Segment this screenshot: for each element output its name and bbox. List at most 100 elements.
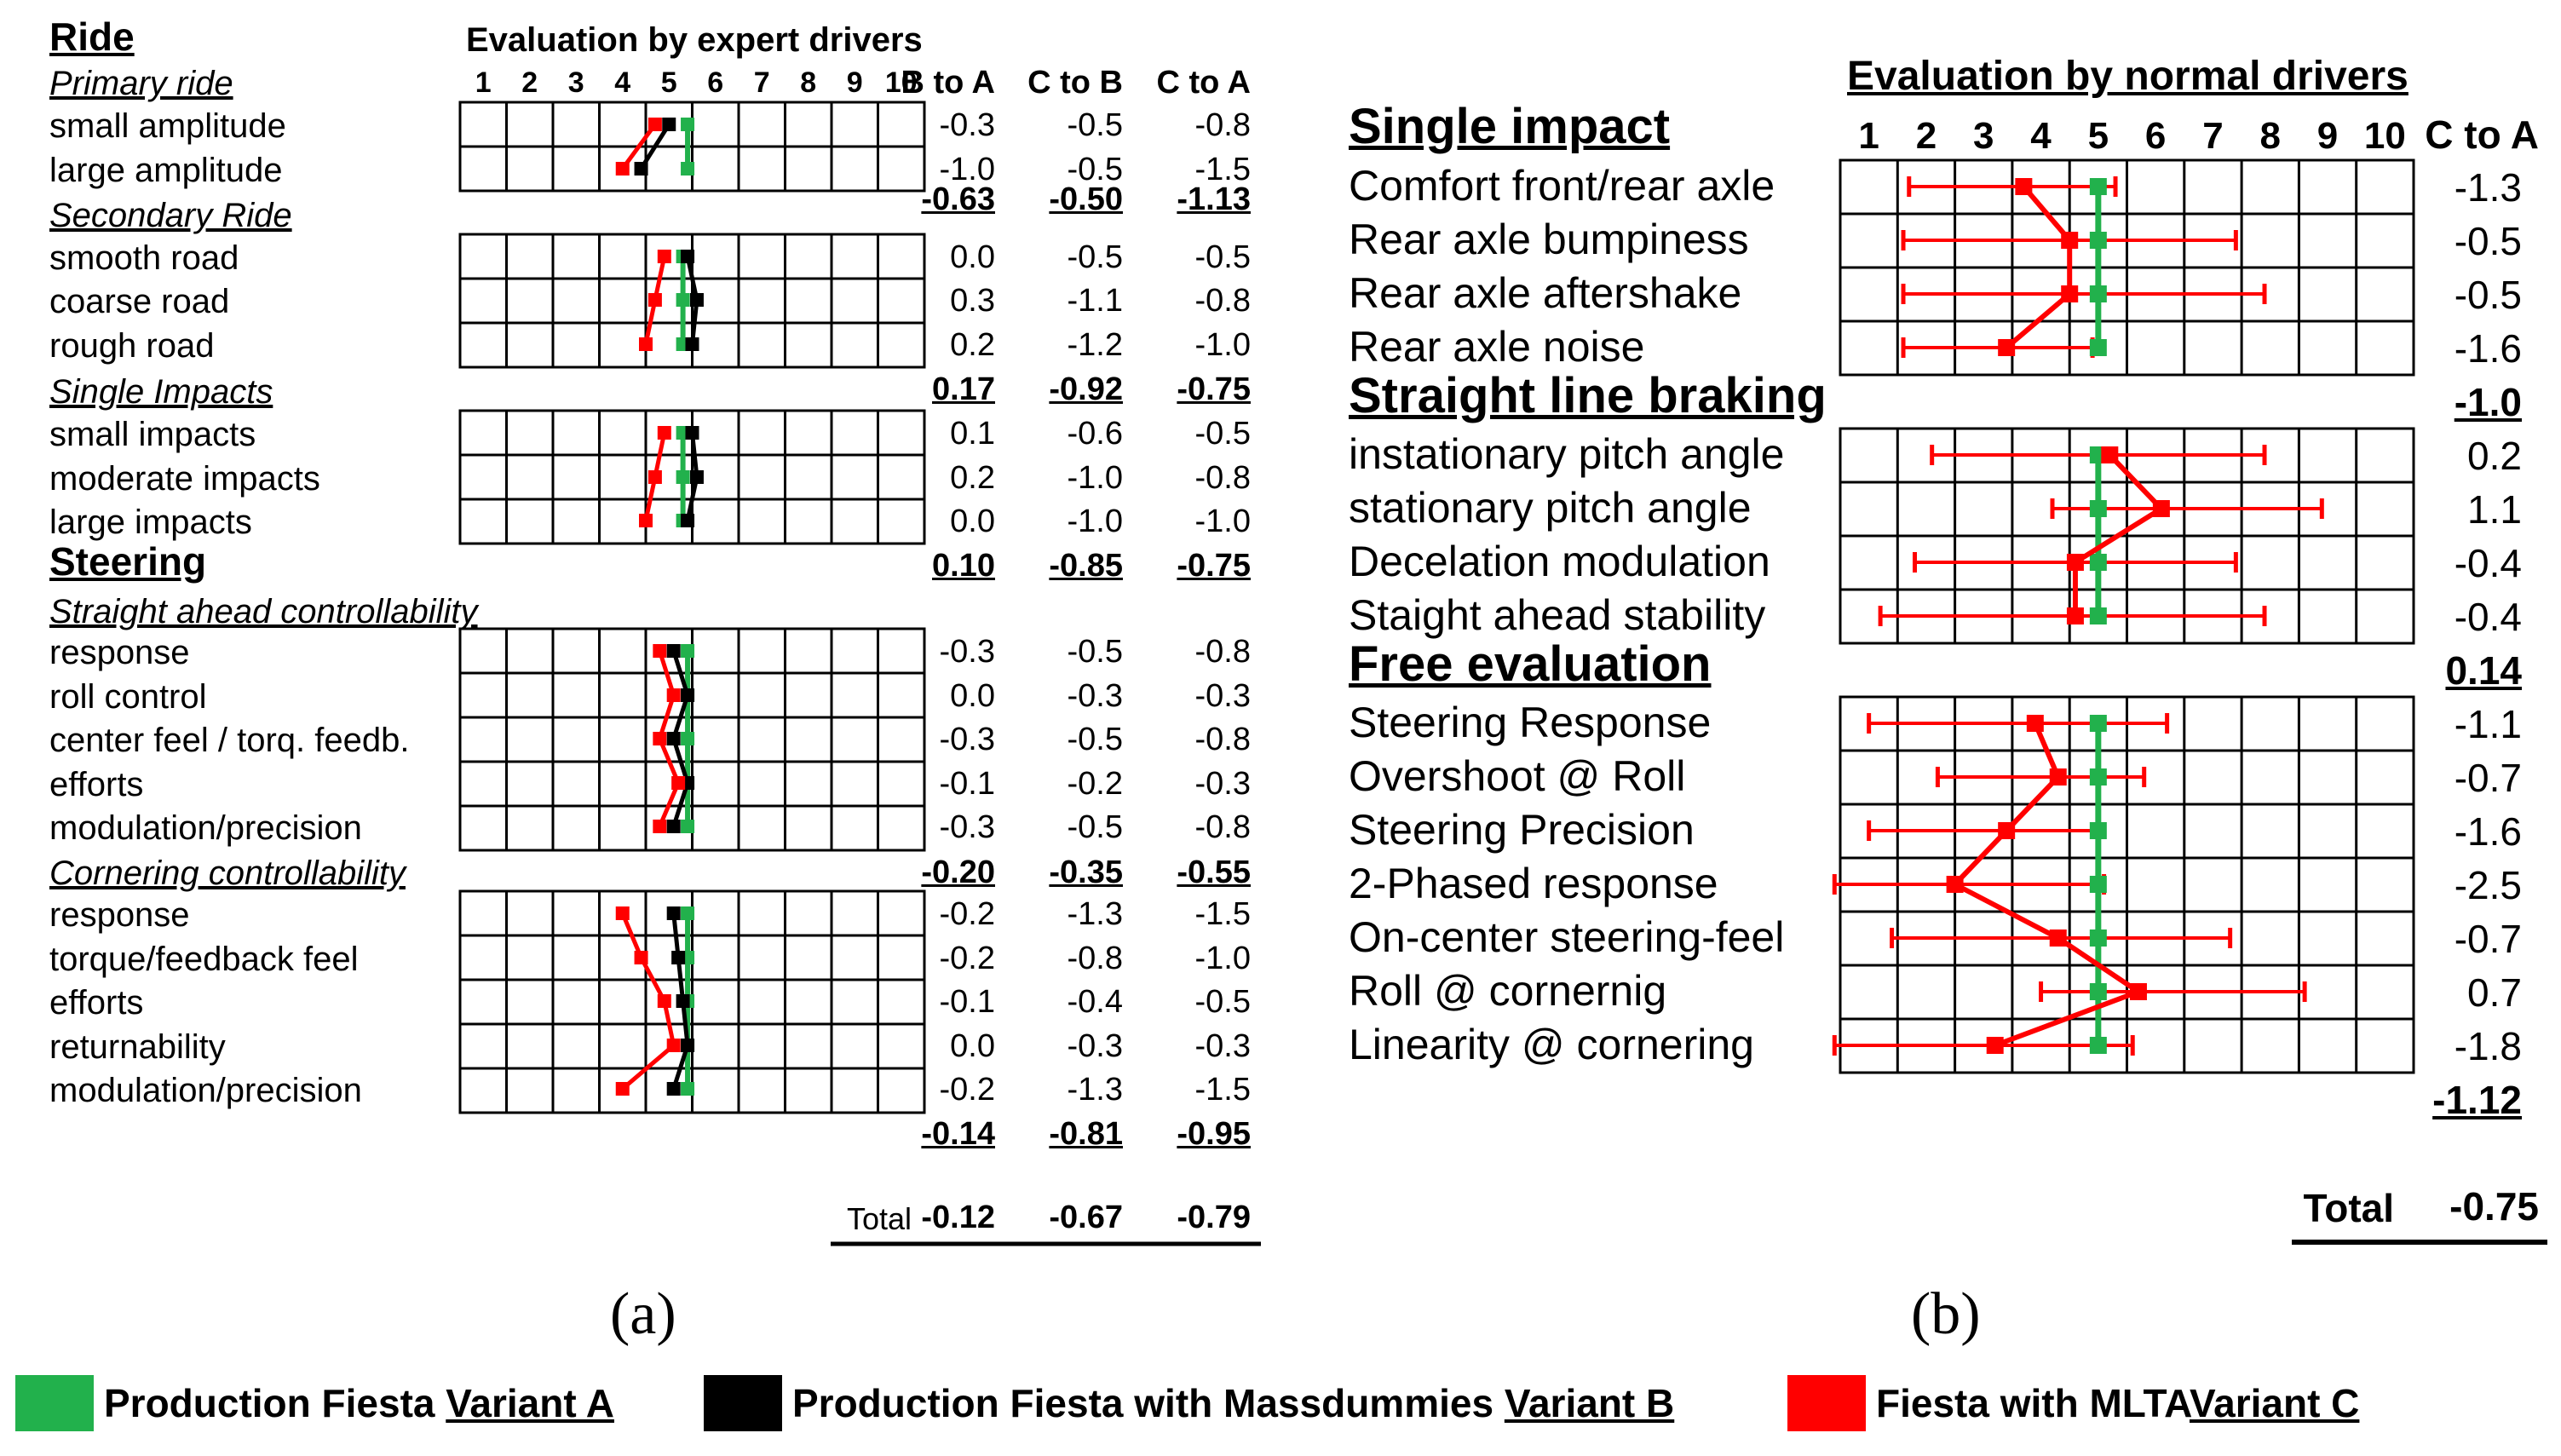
panel-b-caption: (b) xyxy=(1911,1281,1981,1347)
panel-b-variant-c-point xyxy=(2129,983,2147,1000)
panel-b-variant-c-point xyxy=(2049,929,2067,947)
panel-a-variant-b-point xyxy=(666,906,681,920)
panel-a-group-title: Primary ride xyxy=(49,65,233,102)
panel-a-variant-c-point xyxy=(657,426,671,440)
panel-a-row-label: large amplitude xyxy=(49,152,283,189)
panel-a-row-label: roll control xyxy=(49,678,207,716)
panel-a-variant-b-point xyxy=(689,293,704,307)
panel-a-total-value: -0.12 xyxy=(921,1200,995,1235)
legend-text: Fiesta with MLTA xyxy=(1876,1381,2190,1425)
panel-a-tick-label: 6 xyxy=(707,66,724,99)
panel-a-row-value: -0.8 xyxy=(1194,634,1251,670)
panel-b-tick-label: 6 xyxy=(2144,115,2167,157)
panel-a-row-value: -1.0 xyxy=(939,152,995,187)
panel-a-variant-a-point xyxy=(681,118,695,131)
panel-b-row-value: 0.7 xyxy=(2467,970,2522,1015)
panel-b-row-label: Staight ahead stability xyxy=(1349,591,1766,639)
panel-a-variant-b-point xyxy=(666,732,681,745)
panel-a-row-value: -0.3 xyxy=(939,107,995,143)
panel-b-variant-a-point xyxy=(2089,822,2107,839)
panel-a-variant-a-point xyxy=(681,644,695,658)
panel-b-row-label: Rear axle bumpiness xyxy=(1349,216,1749,263)
panel-a-variant-c-point xyxy=(615,162,630,176)
panel-a-subtotal: 0.17 xyxy=(932,371,995,407)
panel-a-row-value: -1.0 xyxy=(1194,941,1251,976)
panel-b-variant-a-point xyxy=(2089,554,2107,571)
panel-a-variant-b-point xyxy=(671,951,686,964)
panel-a-subtotal: -1.13 xyxy=(1177,181,1251,217)
panel-b-variant-a-point xyxy=(2089,715,2107,732)
legend-item: Production Fiesta Variant A xyxy=(104,1384,614,1423)
panel-a-tick-label: 3 xyxy=(567,66,584,99)
panel-a-row-label: modulation/precision xyxy=(49,809,362,847)
panel-a-row-value: -1.0 xyxy=(1067,504,1123,539)
panel-b-variant-c-point xyxy=(2026,715,2044,732)
panel-a-subtotal: -0.35 xyxy=(1049,855,1123,890)
panel-a-variant-c-point xyxy=(653,644,667,658)
panel-b-row-value: -1.1 xyxy=(2454,702,2522,746)
panel-b-variant-a-point xyxy=(2089,178,2107,195)
panel-b-row-value: -1.6 xyxy=(2454,809,2522,854)
panel-b-row-label: instationary pitch angle xyxy=(1349,430,1785,478)
panel-a-variant-b-point xyxy=(662,118,676,131)
panel-b-variant-a-point xyxy=(2089,285,2107,302)
panel-a-subtotal: -0.63 xyxy=(921,181,995,217)
panel-a-variant-c-point xyxy=(657,994,671,1008)
panel-a-variant-c-point xyxy=(653,820,667,833)
panel-a-group-title: Secondary Ride xyxy=(49,197,292,234)
panel-a-row-value: -0.8 xyxy=(1194,107,1251,143)
panel-b-row-label: stationary pitch angle xyxy=(1349,484,1752,532)
panel-a-variant-c-line xyxy=(620,123,657,170)
panel-a-row-value: -0.5 xyxy=(1194,984,1251,1020)
panel-a-row-value: -0.3 xyxy=(1194,678,1251,714)
panel-b-row-label: Steering Precision xyxy=(1349,806,1695,854)
panel-a-row-value: -0.8 xyxy=(1194,722,1251,757)
panel-a-subtotal: -0.14 xyxy=(921,1116,995,1152)
panel-a-row-label: smooth road xyxy=(49,239,239,277)
panel-a-row-value: -0.8 xyxy=(1194,460,1251,496)
panel-a-row-value: -0.3 xyxy=(939,809,995,845)
panel-a-col-header: C to B xyxy=(1027,65,1123,101)
panel-a-total-value: -0.79 xyxy=(1177,1200,1251,1235)
panel-b-tick-label: 5 xyxy=(2087,115,2109,157)
panel-b-col-header: C to A xyxy=(2425,112,2539,157)
panel-a-row-label: response xyxy=(49,634,190,671)
panel-a-variant-b-point xyxy=(681,688,695,702)
panel-a-row-label: efforts xyxy=(49,766,144,803)
panel-b-subtotal: 0.14 xyxy=(2445,648,2522,693)
panel-b-variant-a-point xyxy=(2089,339,2107,356)
legend-variant: Variant A xyxy=(446,1381,614,1425)
panel-b-variant-c-point xyxy=(1998,822,2016,839)
panel-b-row-label: 2-Phased response xyxy=(1349,860,1718,907)
panel-a-subtotal: -0.55 xyxy=(1177,855,1251,890)
panel-a-row-value: -0.5 xyxy=(1067,239,1123,275)
panel-a-row-value: -0.5 xyxy=(1067,634,1123,670)
panel-a-subtotal: -0.95 xyxy=(1177,1116,1251,1152)
panel-a-variant-b-point xyxy=(666,820,681,833)
panel-b-row-value: 0.2 xyxy=(2467,434,2522,478)
panel-a-row-value: -1.2 xyxy=(1067,327,1123,363)
panel-a-row-value: -0.6 xyxy=(1067,416,1123,452)
panel-a-row-value: 0.2 xyxy=(950,460,995,496)
panel-b-tick-label: 10 xyxy=(2363,115,2406,157)
panel-a-group-title: Cornering controllability xyxy=(49,855,406,892)
panel-a-row-value: -0.3 xyxy=(1067,1028,1123,1064)
panel-b-row-value: 1.1 xyxy=(2467,487,2522,532)
panel-b-row-value: -1.3 xyxy=(2454,165,2522,210)
panel-a-row-value: -1.5 xyxy=(1194,152,1251,187)
panel-b-variant-c-point xyxy=(2061,232,2079,249)
panel-b-group-title: Single impact xyxy=(1349,99,1671,154)
panel-b-row-label: Decelation modulation xyxy=(1349,538,1770,585)
panel-a-variant-b-point xyxy=(634,162,648,176)
panel-b-row-label: Linearity @ cornering xyxy=(1349,1021,1754,1068)
panel-b-tick-label: 3 xyxy=(1973,115,1994,157)
panel-a-title: Evaluation by expert drivers xyxy=(466,21,923,59)
panel-a-caption: (a) xyxy=(610,1281,676,1347)
panel-a-row-label: small impacts xyxy=(49,416,256,453)
panel-a-row-value: -0.2 xyxy=(939,896,995,932)
panel-a-group-title: Straight ahead controllability xyxy=(49,593,478,630)
panel-a-row-label: coarse road xyxy=(49,283,230,320)
panel-a-row-value: -1.0 xyxy=(1067,460,1123,496)
panel-a-subtotal: -0.85 xyxy=(1049,548,1123,584)
